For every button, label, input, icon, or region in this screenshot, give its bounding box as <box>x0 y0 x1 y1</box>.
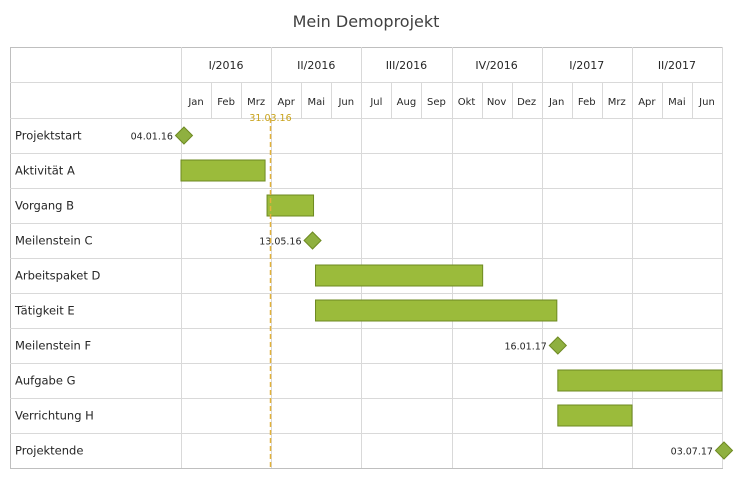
month-label: Jun <box>337 97 354 108</box>
milestone-diamond <box>174 126 194 145</box>
chart-title: Mein Demoprojekt <box>293 12 440 31</box>
quarter-label: III/2016 <box>386 59 427 72</box>
task-label: Meilenstein F <box>15 339 91 353</box>
task-label: Tätigkeit E <box>14 304 75 318</box>
timeline-header: I/2016 II/2016 III/2016 IV/2016 I/2017 II/201… <box>187 59 714 108</box>
month-label: Jul <box>369 97 382 108</box>
quarter-label: IV/2016 <box>475 59 517 72</box>
quarter-label: I/2017 <box>569 59 604 72</box>
today-marker: 31.03.16 <box>249 113 292 468</box>
month-label: Apr <box>278 97 296 108</box>
month-label: Okt <box>458 97 476 108</box>
month-label: Apr <box>638 97 656 108</box>
month-label: Mrz <box>247 97 265 108</box>
month-label: Feb <box>578 97 596 108</box>
task-marks: 04.01.16 13.05.16 16.01.17 03.07.17 <box>131 126 734 460</box>
task-label: Aktivität A <box>15 164 75 178</box>
task-label: Aufgabe G <box>15 374 76 388</box>
month-label: Jan <box>548 97 564 108</box>
month-label: Feb <box>217 97 235 108</box>
milestone-diamond <box>714 441 734 460</box>
milestone-date-label: 13.05.16 <box>259 237 301 248</box>
task-bar <box>180 159 266 182</box>
milestone-diamond <box>548 336 568 355</box>
task-label: Meilenstein C <box>15 234 93 248</box>
task-bar <box>315 299 558 322</box>
task-bar <box>557 369 723 392</box>
month-label: Mrz <box>608 97 626 108</box>
quarter-label: I/2016 <box>209 59 244 72</box>
task-label: Vorgang B <box>15 199 74 213</box>
task-bar <box>315 264 484 287</box>
task-bar <box>266 194 315 217</box>
today-label: 31.03.16 <box>249 113 291 124</box>
month-label: Jan <box>187 97 203 108</box>
month-label: Dez <box>517 97 536 108</box>
task-bar <box>557 404 633 427</box>
grid <box>10 47 723 469</box>
milestone-diamond <box>303 231 322 250</box>
task-label: Arbeitspaket D <box>15 269 101 283</box>
quarter-label: II/2017 <box>658 59 696 72</box>
quarter-label: II/2016 <box>297 59 335 72</box>
task-label: Verrichtung H <box>15 409 94 423</box>
task-label: Projektstart <box>15 129 82 143</box>
milestone-date-label: 16.01.17 <box>505 342 547 353</box>
month-label: Sep <box>427 97 446 108</box>
month-label: Jun <box>698 97 715 108</box>
task-rows: Projektstart Aktivität A Vorgang B Meilenst… <box>14 129 101 458</box>
task-label: Projektende <box>15 444 83 458</box>
month-label: Nov <box>487 97 507 108</box>
month-label: Mai <box>668 97 686 108</box>
month-label: Mai <box>307 97 325 108</box>
milestone-date-label: 03.07.17 <box>671 447 713 458</box>
milestone-date-label: 04.01.16 <box>131 132 173 143</box>
month-label: Aug <box>397 97 417 108</box>
